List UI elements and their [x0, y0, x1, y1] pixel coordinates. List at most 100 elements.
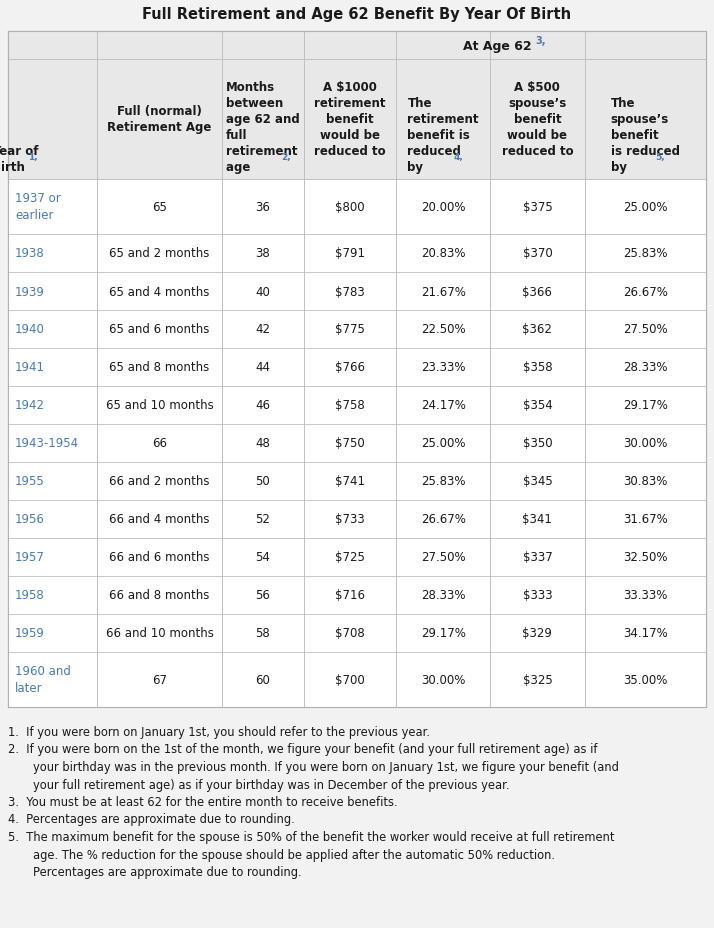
Text: 65: 65 [152, 200, 167, 213]
Text: your full retirement age) as if your birthday was in December of the previous ye: your full retirement age) as if your bir… [33, 778, 510, 791]
Text: $716: $716 [335, 589, 365, 602]
Text: 65 and 10 months: 65 and 10 months [106, 399, 213, 412]
Text: 23.33%: 23.33% [421, 361, 466, 374]
Text: 44: 44 [256, 361, 271, 374]
Text: 25.00%: 25.00% [623, 200, 668, 213]
Text: Percentages are approximate due to rounding.: Percentages are approximate due to round… [33, 865, 301, 878]
Text: $362: $362 [523, 323, 553, 336]
Text: $370: $370 [523, 247, 553, 260]
Text: 42: 42 [256, 323, 271, 336]
Bar [8, 60, 97, 180]
Text: 29.17%: 29.17% [421, 626, 466, 639]
Text: 28.33%: 28.33% [421, 589, 466, 602]
Text: 35.00%: 35.00% [623, 674, 668, 687]
Bar [8, 424, 706, 462]
Text: 40: 40 [256, 285, 270, 298]
Text: 1940: 1940 [15, 323, 45, 336]
Text: 30.00%: 30.00% [421, 674, 466, 687]
Text: 54: 54 [256, 551, 270, 564]
Text: $345: $345 [523, 475, 553, 488]
Text: 2.  If you were born on the 1st of the month, we figure your benefit (and your f: 2. If you were born on the 1st of the mo… [8, 742, 598, 755]
Text: $758: $758 [335, 399, 365, 412]
Text: 26.67%: 26.67% [421, 513, 466, 526]
Bar [8, 32, 304, 60]
Text: Months
between
age 62 and
full
retirement
age: Months between age 62 and full retiremen… [226, 81, 300, 174]
Text: 66 and 6 months: 66 and 6 months [109, 551, 210, 564]
Text: 25.83%: 25.83% [421, 475, 466, 488]
Bar [304, 60, 396, 180]
Text: The
retirement
benefit is
reduced
by: The retirement benefit is reduced by [408, 97, 479, 174]
Text: 30.83%: 30.83% [623, 475, 668, 488]
Bar [8, 652, 706, 707]
Text: 56: 56 [256, 589, 270, 602]
Text: 1943-1954: 1943-1954 [15, 437, 79, 450]
Text: $766: $766 [335, 361, 365, 374]
Text: $750: $750 [335, 437, 365, 450]
Text: Full (normal)
Retirement Age: Full (normal) Retirement Age [107, 106, 211, 135]
Text: 4.  Percentages are approximate due to rounding.: 4. Percentages are approximate due to ro… [8, 813, 295, 826]
Text: 65 and 8 months: 65 and 8 months [109, 361, 210, 374]
Text: 1.  If you were born on January 1st, you should refer to the previous year.: 1. If you were born on January 1st, you … [8, 725, 430, 738]
Text: 5,: 5, [655, 153, 665, 161]
Text: At Age 62: At Age 62 [463, 40, 536, 53]
Bar [8, 387, 706, 424]
Text: 38: 38 [256, 247, 270, 260]
Text: 1956: 1956 [15, 513, 45, 526]
Text: 1941: 1941 [15, 361, 45, 374]
Text: $358: $358 [523, 361, 552, 374]
Bar [396, 60, 491, 180]
Text: $733: $733 [335, 513, 365, 526]
Text: 1960 and
later: 1960 and later [15, 664, 71, 695]
Text: 1937 or
earlier: 1937 or earlier [15, 192, 61, 223]
Text: $325: $325 [523, 674, 553, 687]
Text: $341: $341 [523, 513, 553, 526]
Text: 46: 46 [256, 399, 271, 412]
Bar [8, 462, 706, 500]
Text: Full Retirement and Age 62 Benefit By Year Of Birth: Full Retirement and Age 62 Benefit By Ye… [142, 7, 572, 22]
Text: $800: $800 [335, 200, 365, 213]
Text: $354: $354 [523, 399, 553, 412]
Text: 30.00%: 30.00% [623, 437, 668, 450]
Text: 66 and 2 months: 66 and 2 months [109, 475, 210, 488]
Text: 22.50%: 22.50% [421, 323, 466, 336]
Text: 27.50%: 27.50% [623, 323, 668, 336]
Text: 25.83%: 25.83% [623, 247, 668, 260]
Text: 65 and 6 months: 65 and 6 months [109, 323, 210, 336]
Text: 26.67%: 26.67% [623, 285, 668, 298]
Text: $366: $366 [523, 285, 553, 298]
Text: $775: $775 [335, 323, 365, 336]
Text: $741: $741 [335, 475, 365, 488]
Text: $783: $783 [335, 285, 365, 298]
Text: 66: 66 [152, 437, 167, 450]
Bar [491, 60, 585, 180]
Bar [8, 311, 706, 349]
Text: 1,: 1, [28, 153, 38, 161]
Text: age. The % reduction for the spouse should be applied after the automatic 50% re: age. The % reduction for the spouse shou… [33, 847, 555, 860]
Bar [8, 349, 706, 387]
Text: 20.83%: 20.83% [421, 247, 466, 260]
Bar [97, 60, 221, 180]
Bar [8, 500, 706, 538]
Bar [8, 32, 706, 707]
Bar [8, 576, 706, 614]
Text: 48: 48 [256, 437, 270, 450]
Text: 65 and 4 months: 65 and 4 months [109, 285, 210, 298]
Text: $725: $725 [335, 551, 365, 564]
Text: your birthday was in the previous month. If you were born on January 1st, we fig: your birthday was in the previous month.… [33, 760, 619, 773]
Text: 66 and 10 months: 66 and 10 months [106, 626, 213, 639]
Text: 28.33%: 28.33% [623, 361, 668, 374]
Text: 65 and 2 months: 65 and 2 months [109, 247, 210, 260]
Bar [8, 614, 706, 652]
Bar [8, 273, 706, 311]
Text: 36: 36 [256, 200, 270, 213]
Text: $700: $700 [335, 674, 365, 687]
Text: 58: 58 [256, 626, 270, 639]
Text: 66 and 4 months: 66 and 4 months [109, 513, 210, 526]
Text: 34.17%: 34.17% [623, 626, 668, 639]
Bar [8, 180, 706, 235]
Text: 1958: 1958 [15, 589, 45, 602]
Text: 3.  You must be at least 62 for the entire month to receive benefits.: 3. You must be at least 62 for the entir… [8, 795, 398, 808]
Text: 60: 60 [256, 674, 270, 687]
Text: 27.50%: 27.50% [421, 551, 466, 564]
Text: 50: 50 [256, 475, 270, 488]
